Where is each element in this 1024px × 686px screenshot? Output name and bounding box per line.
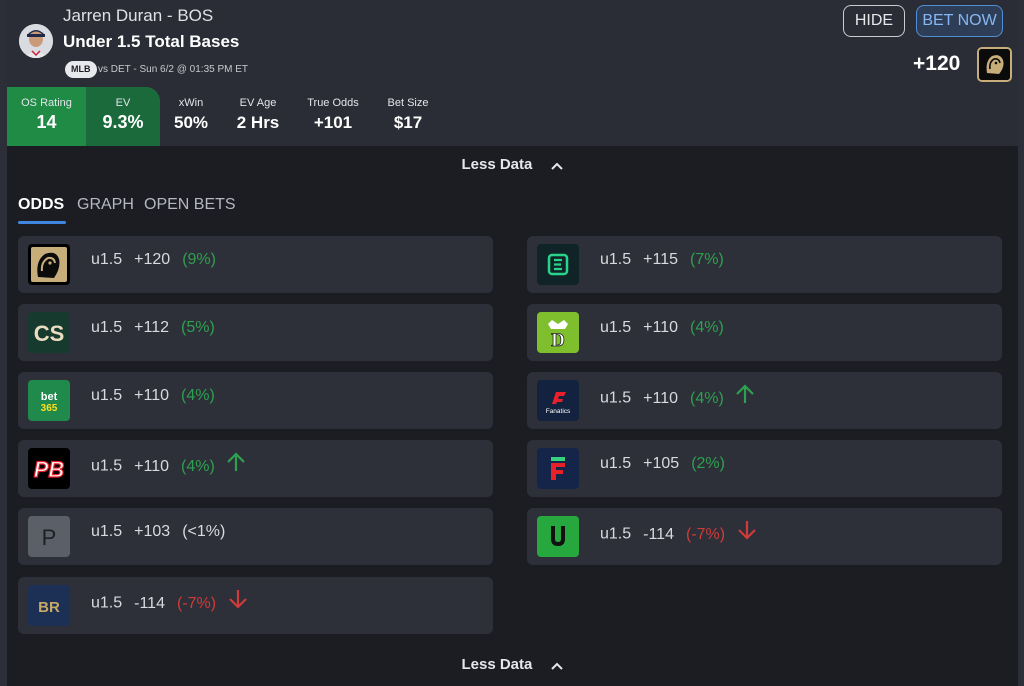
- market-title: Under 1.5 Total Bases: [63, 32, 240, 51]
- betmgm-lion-icon[interactable]: [977, 47, 1012, 82]
- svg-text:D: D: [551, 330, 565, 351]
- odds-line: u1.5 +103 (<1%): [91, 523, 226, 540]
- arrow-up-icon: [734, 383, 756, 410]
- chevron-up-icon: [550, 657, 563, 674]
- best-odds: +120: [913, 52, 961, 75]
- odds-row[interactable]: CS u1.5 +112 (5%): [18, 304, 493, 361]
- svg-text:CS: CS: [34, 321, 65, 346]
- svg-text:BR: BR: [38, 599, 60, 616]
- draftkings-icon: D: [537, 312, 579, 353]
- chevron-up-icon: [550, 157, 563, 174]
- stat-label: EV: [115, 97, 131, 109]
- league-badge: MLB: [65, 61, 97, 78]
- stat-value: 2 Hrs: [236, 113, 280, 132]
- true-odds-stat: True Odds +101: [297, 87, 369, 146]
- arrow-down-icon: [736, 519, 758, 546]
- ev-stat: EV 9.3%: [86, 87, 160, 146]
- odds-row[interactable]: u1.5 -114 (-7%): [527, 508, 1002, 565]
- odds-line: u1.5 +112 (5%): [91, 319, 215, 336]
- stat-value: $17: [393, 113, 423, 132]
- odds-line: u1.5 -114 (-7%): [600, 521, 758, 546]
- odds-line: u1.5 +110 (4%): [600, 319, 724, 336]
- tab-odds[interactable]: ODDS: [18, 196, 65, 213]
- less-data-label: Less Data: [461, 656, 533, 673]
- less-data-label: Less Data: [461, 156, 533, 173]
- svg-text:365: 365: [41, 403, 58, 414]
- tab-graph[interactable]: GRAPH: [77, 196, 134, 213]
- tab-open-bets[interactable]: OPEN BETS: [144, 196, 236, 213]
- stat-label: xWin: [178, 97, 204, 109]
- stat-label: Bet Size: [387, 97, 429, 109]
- odds-row[interactable]: P u1.5 +103 (<1%): [18, 508, 493, 565]
- odds-line: u1.5 +110 (4%): [91, 387, 215, 404]
- svg-text:bet: bet: [41, 391, 58, 403]
- game-info: vs DET - Sun 6/2 @ 01:35 PM ET: [98, 64, 249, 75]
- espnbet-icon: [537, 244, 579, 285]
- stat-value: 9.3%: [102, 112, 144, 132]
- fliff-icon: [537, 448, 579, 489]
- arrow-up-icon: [225, 451, 247, 478]
- odds-row[interactable]: u1.5 +120 (9%): [18, 236, 493, 293]
- stat-label: OS Rating: [21, 97, 72, 109]
- betrivers-icon: BR: [28, 585, 70, 626]
- odds-row[interactable]: u1.5 +115 (7%): [527, 236, 1002, 293]
- bet-card-header: Jarren Duran - BOS Under 1.5 Total Bases…: [7, 0, 1018, 146]
- betmgm-icon: [28, 244, 70, 285]
- xwin-stat: xWin 50%: [160, 87, 222, 146]
- odds-line: u1.5 +110 (4%): [91, 452, 247, 478]
- stat-value: 50%: [173, 113, 209, 132]
- odds-row[interactable]: BR u1.5 -114 (-7%): [18, 577, 493, 634]
- odds-line: u1.5 +110 (4%): [600, 384, 756, 410]
- odds-line: u1.5 +115 (7%): [600, 251, 724, 268]
- odds-line: u1.5 +105 (2%): [600, 455, 725, 472]
- stat-label: True Odds: [307, 97, 359, 109]
- pinnacle-icon: P: [28, 516, 70, 557]
- odds-row[interactable]: PB u1.5 +110 (4%): [18, 440, 493, 497]
- less-data-toggle-bottom[interactable]: Less Data: [0, 656, 1024, 674]
- svg-text:PB: PB: [34, 457, 65, 482]
- odds-row[interactable]: bet 365 u1.5 +110 (4%): [18, 372, 493, 429]
- odds-row[interactable]: u1.5 +105 (2%): [527, 440, 1002, 497]
- fanatics-icon: Fanatics: [537, 380, 579, 421]
- bet-now-button[interactable]: BET NOW: [916, 5, 1003, 37]
- odds-row[interactable]: Fanatics u1.5 +110 (4%): [527, 372, 1002, 429]
- odds-line: u1.5 +120 (9%): [91, 251, 216, 268]
- player-name: Jarren Duran - BOS: [63, 6, 214, 25]
- active-tab-indicator: [18, 221, 66, 224]
- hide-button[interactable]: HIDE: [843, 5, 905, 37]
- stat-label: EV Age: [239, 97, 277, 109]
- player-avatar: [19, 24, 53, 58]
- os-rating-stat: OS Rating 14: [7, 87, 86, 146]
- svg-text:Fanatics: Fanatics: [546, 408, 571, 415]
- odds-line: u1.5 -114 (-7%): [91, 590, 249, 615]
- caesars-icon: CS: [28, 312, 70, 353]
- stat-value: 14: [36, 112, 57, 132]
- svg-text:P: P: [42, 525, 57, 550]
- bet365-icon: bet 365: [28, 380, 70, 421]
- stat-value: +101: [313, 113, 353, 132]
- unibet-icon: [537, 516, 579, 557]
- pointsbet-icon: PB: [28, 448, 70, 489]
- ev-age-stat: EV Age 2 Hrs: [222, 87, 294, 146]
- odds-row[interactable]: D u1.5 +110 (4%): [527, 304, 1002, 361]
- less-data-toggle-top[interactable]: Less Data: [0, 156, 1024, 174]
- bet-size-stat: Bet Size $17: [373, 87, 443, 146]
- arrow-down-icon: [227, 588, 249, 615]
